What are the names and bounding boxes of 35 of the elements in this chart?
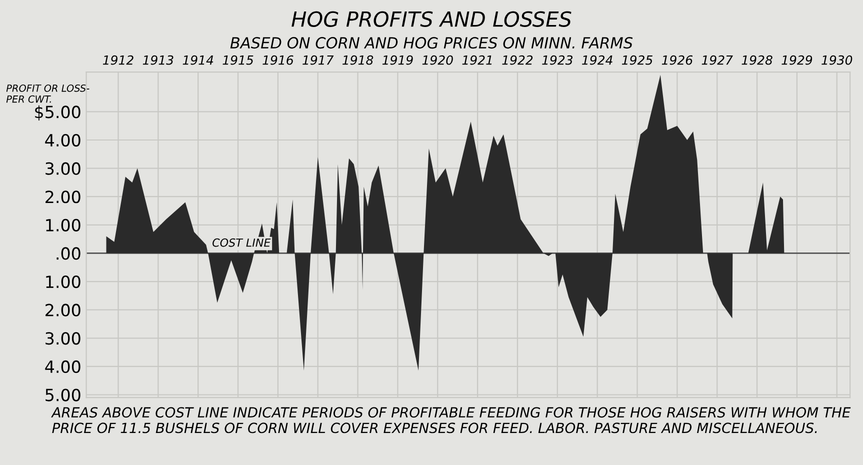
x-tick-label: 1914 bbox=[182, 55, 214, 65]
y-tick-label: 1.00 bbox=[46, 218, 80, 232]
x-tick-label: 1927 bbox=[702, 55, 733, 65]
y-tick-label: 2.00 bbox=[46, 304, 80, 316]
x-tick-label: 1930 bbox=[822, 55, 852, 65]
x-tick-label: 1920 bbox=[422, 55, 453, 65]
chart-subtitle: BASED ON CORN AND HOG PRICES ON MINN. FARMS bbox=[230, 37, 633, 49]
x-tick-label: 1925 bbox=[622, 55, 652, 65]
x-tick-label: 1922 bbox=[502, 55, 533, 65]
x-tick-label: 1913 bbox=[142, 55, 174, 65]
x-tick-label: 1923 bbox=[542, 55, 573, 65]
x-tick-label: 1918 bbox=[342, 55, 374, 65]
y-axis-title: PROFIT OR LOSS- PER CWT. bbox=[6, 84, 90, 103]
y-tick-label: 3.00 bbox=[46, 162, 80, 175]
y-tick-label: 2.00 bbox=[46, 190, 80, 204]
y-tick-label: 3.00 bbox=[46, 332, 80, 345]
y-tick-label: 4.00 bbox=[45, 360, 80, 374]
x-tick-label: 1916 bbox=[262, 55, 294, 65]
text: AREAS ABOVE COST LINE INDICATE PERIODS OF PROFITABLE FEEDING FOR THOSE HOG RAISERS WITH WHOM THE PRICE OF 11.5 BUSHELS OF CORN WILL COVER EXPENSES FOR FEED. LABOR. PASTURE AND MISCELLANEOUS. bbox=[51, 407, 851, 434]
chart-title: HOG PROFITS AND LOSSES bbox=[292, 11, 572, 27]
x-tick-label: 1929 bbox=[782, 55, 812, 65]
x-tick-label: 1917 bbox=[302, 55, 334, 65]
ref-line-label: COST LINE bbox=[212, 238, 271, 247]
x-tick-label: 1926 bbox=[662, 55, 693, 65]
y-tick-label: 1.00 bbox=[46, 275, 80, 288]
x-tick-label: 1921 bbox=[462, 55, 492, 65]
y-tick-label: $5.00 bbox=[35, 105, 80, 120]
x-tick-label: 1915 bbox=[222, 55, 254, 65]
x-tick-label: 1919 bbox=[382, 55, 413, 65]
y-tick-label: 5.00 bbox=[46, 388, 80, 402]
y-tick-label: 4.00 bbox=[45, 134, 80, 147]
x-tick-label: 1924 bbox=[582, 55, 612, 65]
x-tick-label: 1912 bbox=[102, 55, 134, 65]
x-tick-label: 1928 bbox=[742, 55, 772, 65]
y-tick-label: .00 bbox=[56, 247, 80, 260]
